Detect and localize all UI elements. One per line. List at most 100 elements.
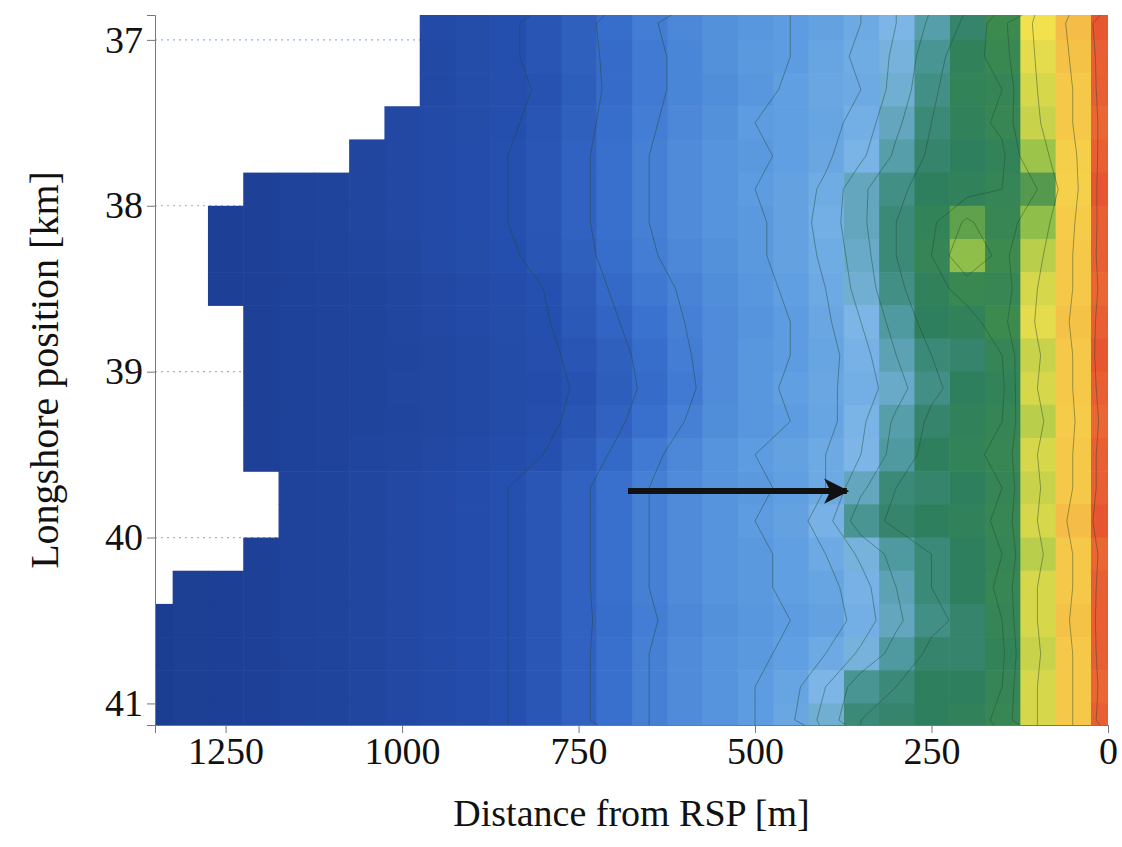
contour-line <box>949 15 1108 725</box>
heatmap-cell <box>914 372 950 406</box>
heatmap-cell <box>949 637 985 671</box>
heatmap-cell <box>420 239 456 273</box>
heatmap-cell <box>632 239 668 273</box>
heatmap-cell <box>490 438 526 472</box>
heatmap-cell <box>314 405 350 439</box>
heatmap-cell <box>773 471 809 505</box>
heatmap-cell <box>773 504 809 538</box>
heatmap-cell <box>455 670 491 704</box>
heatmap-cell <box>526 538 562 572</box>
heatmap-cell <box>879 538 915 572</box>
heatmap-cell <box>561 139 597 173</box>
heatmap-cell <box>1055 405 1091 439</box>
heatmap-cell <box>1090 338 1108 372</box>
heatmap-cell <box>773 206 809 240</box>
heatmap-cell <box>702 272 738 306</box>
heatmap-cell <box>526 703 562 725</box>
heatmap-cell <box>808 504 844 538</box>
heatmap-cell <box>384 305 420 339</box>
heatmap-cell <box>949 173 985 207</box>
heatmap-cell <box>384 173 420 207</box>
axis-line <box>147 16 156 726</box>
heatmap-cell <box>490 73 526 107</box>
heatmap-cell <box>314 338 350 372</box>
heatmap-cell <box>596 703 632 725</box>
heatmap-cell <box>384 239 420 273</box>
heatmap-cell <box>173 670 209 704</box>
heatmap-cell <box>349 438 385 472</box>
heatmap-cell <box>455 471 491 505</box>
heatmap-cell <box>1020 538 1056 572</box>
heatmap-cell <box>314 372 350 406</box>
heatmap-cell <box>420 703 456 725</box>
heatmap-cell <box>596 173 632 207</box>
heatmap-cell <box>1090 73 1108 107</box>
heatmap-cell <box>632 15 668 40</box>
heatmap-cell <box>914 272 950 306</box>
heatmap-cell <box>773 372 809 406</box>
heatmap-cell <box>314 239 350 273</box>
heatmap-cell <box>667 637 703 671</box>
heatmap-cell <box>490 372 526 406</box>
heatmap-cell <box>490 305 526 339</box>
heatmap-cell <box>702 604 738 638</box>
heatmap-cell <box>561 239 597 273</box>
heatmap-cell <box>773 139 809 173</box>
heatmap-cell <box>384 637 420 671</box>
contour-line <box>1066 15 1108 725</box>
heatmap-cell <box>632 106 668 140</box>
heatmap-cell <box>1090 703 1108 725</box>
heatmap-cell <box>1020 305 1056 339</box>
heatmap-cell <box>596 206 632 240</box>
heatmap-cell <box>349 139 385 173</box>
heatmap-cell <box>596 139 632 173</box>
heatmap-cell <box>984 504 1020 538</box>
heatmap-cell <box>737 471 773 505</box>
tick-label: 1250 <box>188 730 264 772</box>
heatmap-cell <box>702 40 738 74</box>
heatmap-cell <box>667 438 703 472</box>
heatmap-cell <box>243 338 279 372</box>
heatmap-cell <box>1090 272 1108 306</box>
heatmap-cell <box>949 703 985 725</box>
heatmap-cell <box>243 670 279 704</box>
heatmap-cell <box>349 571 385 605</box>
heatmap-cell <box>596 604 632 638</box>
heatmap-cell <box>1020 405 1056 439</box>
heatmap-cell <box>1090 637 1108 671</box>
heatmap-cell <box>737 305 773 339</box>
heatmap-cell <box>773 438 809 472</box>
heatmap-cell <box>596 106 632 140</box>
heatmap-cell <box>843 504 879 538</box>
heatmap-cell <box>914 604 950 638</box>
heatmap-cell <box>420 15 456 40</box>
heatmap-cell <box>384 571 420 605</box>
heatmap-cell <box>279 239 315 273</box>
heatmap-cell <box>596 239 632 273</box>
heatmap-cell <box>702 372 738 406</box>
tick-mark <box>147 538 155 539</box>
heatmap-cell <box>490 106 526 140</box>
heatmap-cell <box>349 504 385 538</box>
heatmap-cell <box>243 173 279 207</box>
axis-line <box>156 726 1109 734</box>
heatmap-cell <box>596 670 632 704</box>
heatmap-cell <box>702 305 738 339</box>
heatmap-cell <box>420 637 456 671</box>
x-axis-title: Distance from RSP [m] <box>453 792 809 834</box>
heatmap-cell <box>737 73 773 107</box>
heatmap-cell <box>667 703 703 725</box>
heatmap-cell <box>808 173 844 207</box>
heatmap-cell <box>243 637 279 671</box>
heatmap-cell <box>843 571 879 605</box>
heatmap-cell <box>314 173 350 207</box>
heatmap-cell <box>667 106 703 140</box>
heatmap-cell <box>420 73 456 107</box>
heatmap-cell <box>632 438 668 472</box>
heatmap-cell <box>420 173 456 207</box>
heatmap-cell <box>455 338 491 372</box>
heatmap-cell <box>243 571 279 605</box>
heatmap-cell <box>384 703 420 725</box>
heatmap-cell <box>349 604 385 638</box>
heatmap-cell <box>773 637 809 671</box>
